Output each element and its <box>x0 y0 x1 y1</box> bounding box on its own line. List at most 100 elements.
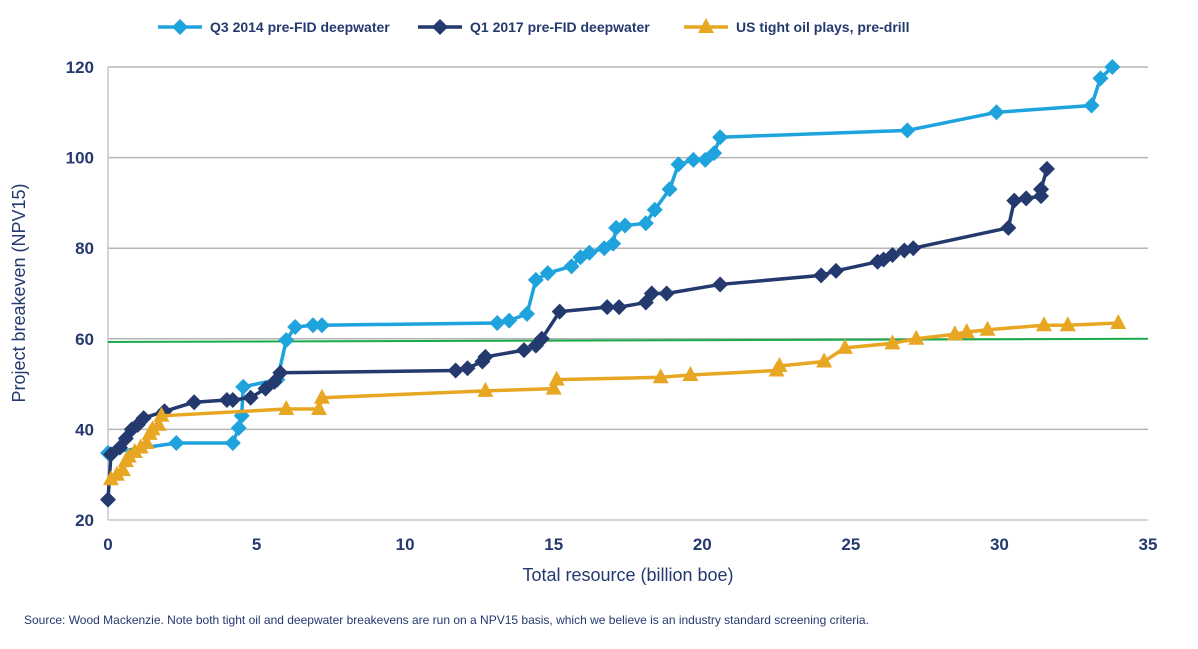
y-tick-label: 80 <box>75 239 94 258</box>
triangle-marker <box>1059 316 1076 332</box>
diamond-marker <box>1000 219 1017 236</box>
diamond-marker <box>230 420 247 437</box>
legend-label: US tight oil plays, pre-drill <box>736 19 909 35</box>
diamond-marker <box>712 276 729 293</box>
diamond-marker <box>905 240 922 257</box>
series-0 <box>100 59 1121 461</box>
diamond-marker <box>605 235 622 252</box>
diamond-marker <box>988 104 1005 121</box>
diamond-marker <box>670 156 687 173</box>
diamond-marker <box>224 434 241 451</box>
source-note: Source: Wood Mackenzie. Note both tight … <box>24 613 869 627</box>
triangle-marker <box>979 320 996 336</box>
triangle-marker <box>310 400 327 416</box>
diamond-marker <box>1038 160 1055 177</box>
x-tick-label: 15 <box>544 535 563 554</box>
triangle-marker <box>771 356 788 372</box>
diamond-marker <box>646 201 663 218</box>
diamond-marker <box>658 285 675 302</box>
diamond-marker <box>533 330 550 347</box>
y-axis-label: Project breakeven (NPV15) <box>9 183 29 402</box>
diamond-marker <box>661 181 678 198</box>
y-tick-label: 20 <box>75 511 94 530</box>
triangle-marker <box>138 433 155 449</box>
triangle-marker <box>1110 313 1127 329</box>
triangle-marker <box>958 323 975 339</box>
triangle-marker <box>816 352 833 368</box>
diamond-marker <box>611 299 628 316</box>
diamond-marker <box>563 258 580 275</box>
x-tick-label: 35 <box>1139 535 1158 554</box>
diamond-marker <box>828 262 844 279</box>
diamond-marker <box>278 332 295 349</box>
diamond-marker <box>551 303 568 320</box>
diamond-marker <box>581 244 598 261</box>
x-axis-label: Total resource (billion boe) <box>522 565 733 585</box>
diamond-marker <box>172 19 188 35</box>
diamond-marker <box>489 314 506 331</box>
diamond-marker <box>1083 97 1100 114</box>
y-tick-label: 40 <box>75 420 94 439</box>
series-1 <box>100 160 1055 508</box>
diamond-marker <box>501 312 518 329</box>
triangle-marker <box>884 334 901 350</box>
diamond-marker <box>599 299 616 316</box>
diamond-marker <box>637 215 654 232</box>
diamond-marker <box>432 19 448 35</box>
diamond-marker <box>617 217 634 234</box>
series-2 <box>102 313 1127 486</box>
diamond-marker <box>272 364 289 381</box>
triangle-marker <box>153 406 170 422</box>
diamond-marker <box>1092 70 1109 87</box>
triangle-marker <box>682 366 699 382</box>
triangle-marker <box>545 379 562 395</box>
x-tick-label: 20 <box>693 535 712 554</box>
diamond-marker <box>447 362 464 379</box>
series-line <box>107 65 1114 455</box>
diamond-marker <box>1033 181 1050 198</box>
diamond-marker <box>287 319 304 336</box>
diamond-marker <box>572 249 589 266</box>
x-tick-label: 25 <box>841 535 860 554</box>
diamond-marker <box>813 267 830 284</box>
triangle-marker <box>278 400 295 416</box>
legend-label: Q1 2017 pre-FID deepwater <box>470 19 650 35</box>
triangle-marker <box>114 461 131 477</box>
diamond-marker <box>235 378 252 395</box>
triangle-marker <box>652 368 669 384</box>
diamond-marker <box>518 305 535 322</box>
x-tick-label: 10 <box>396 535 415 554</box>
triangle-marker <box>313 388 330 404</box>
triangle-marker <box>548 370 565 386</box>
triangle-marker <box>150 415 167 431</box>
triangle-marker <box>836 338 853 354</box>
diamond-marker <box>643 285 660 302</box>
series-line <box>109 321 1119 481</box>
diamond-marker <box>1104 59 1121 75</box>
diamond-marker <box>1006 192 1023 209</box>
diamond-marker <box>242 389 259 406</box>
triangle-marker <box>908 329 925 345</box>
y-tick-label: 120 <box>66 58 94 77</box>
diamond-marker <box>685 151 702 168</box>
x-tick-label: 5 <box>252 535 261 554</box>
diamond-marker <box>224 391 241 408</box>
y-tick-label: 60 <box>75 330 94 349</box>
diamond-marker <box>135 410 152 427</box>
diamond-marker <box>459 360 476 377</box>
triangle-marker <box>477 381 494 397</box>
diamond-marker <box>539 265 556 282</box>
triangle-marker <box>698 18 714 33</box>
diamond-marker <box>706 145 723 162</box>
series-line <box>106 168 1049 500</box>
x-tick-label: 0 <box>103 535 112 554</box>
legend-label: Q3 2014 pre-FID deepwater <box>210 19 390 35</box>
diamond-marker <box>100 491 116 508</box>
diamond-marker <box>516 342 532 359</box>
triangle-marker <box>946 325 963 341</box>
diamond-marker <box>527 271 544 288</box>
y-tick-label: 100 <box>66 149 94 168</box>
diamond-marker <box>712 129 729 146</box>
diamond-marker <box>477 348 494 365</box>
